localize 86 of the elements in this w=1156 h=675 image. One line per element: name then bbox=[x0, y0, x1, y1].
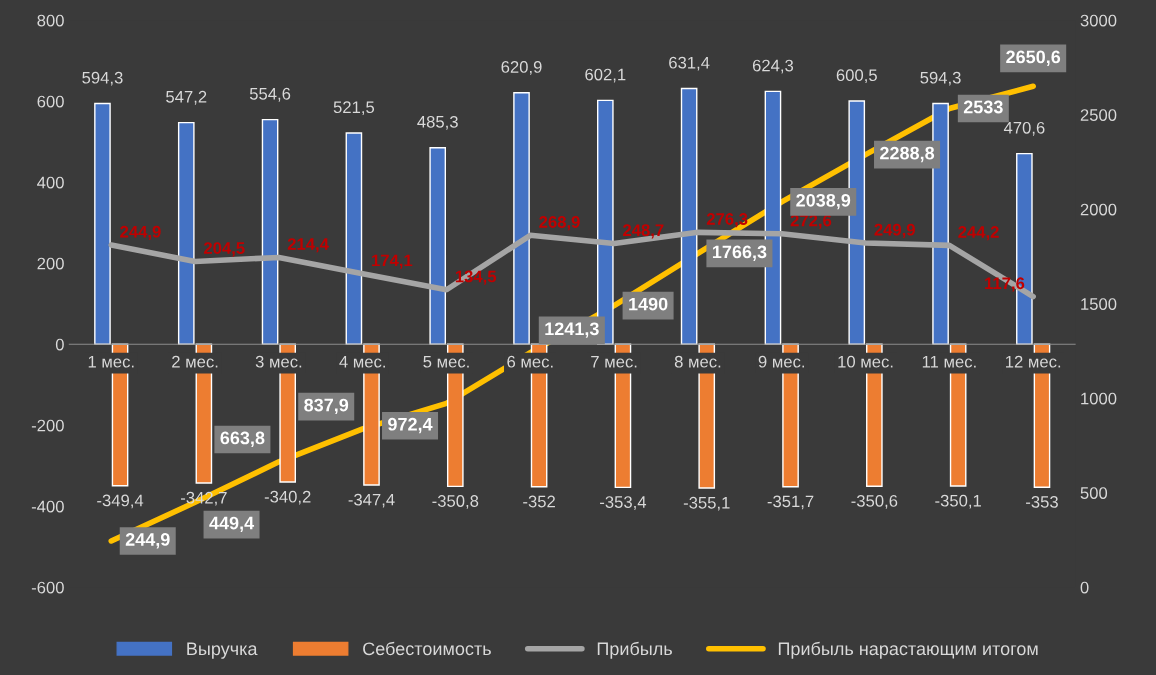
data-label: 268,9 bbox=[539, 216, 580, 231]
data-label: 1241,3 bbox=[545, 322, 599, 338]
data-label: 521,5 bbox=[333, 101, 375, 116]
x-tick-label: 12 мес. bbox=[1006, 355, 1061, 368]
bar bbox=[177, 121, 195, 345]
data-label: 272,6 bbox=[790, 214, 832, 229]
y2-tick-label: 2000 bbox=[1080, 203, 1117, 216]
x-tick-label: 10 мес. bbox=[838, 355, 893, 368]
data-label: 276,3 bbox=[706, 213, 748, 228]
x-tick-label: 6 мес. bbox=[507, 355, 553, 368]
data-label: 485,3 bbox=[417, 115, 458, 130]
x-tick-label: 1 мес. bbox=[88, 355, 134, 368]
data-label: 594,3 bbox=[82, 71, 123, 86]
bar bbox=[848, 100, 866, 345]
bar bbox=[94, 102, 111, 345]
x-tick-label: 8 мес. bbox=[674, 355, 721, 368]
data-label: 663,8 bbox=[220, 431, 265, 447]
bar bbox=[597, 99, 614, 345]
data-label: -353,4 bbox=[600, 496, 647, 510]
y-tick-label: 0 bbox=[55, 338, 64, 351]
data-label: 2288,8 bbox=[880, 146, 935, 163]
data-label: 837,9 bbox=[304, 398, 349, 415]
x-tick-label: 9 мес. bbox=[758, 355, 805, 368]
legend-label: Себестоимость bbox=[363, 641, 491, 656]
x-tick-label: 7 мес. bbox=[591, 355, 637, 368]
y2-tick-label: 2500 bbox=[1080, 109, 1117, 121]
data-label: -350,8 bbox=[432, 495, 479, 509]
data-label: 547,2 bbox=[166, 90, 207, 105]
data-label: 244,9 bbox=[120, 225, 161, 241]
x-tick-label: 2 мес. bbox=[172, 355, 218, 368]
y-tick-label: -600 bbox=[31, 581, 64, 594]
data-label: 174,1 bbox=[372, 254, 413, 269]
data-label: 2533 bbox=[963, 100, 1003, 114]
data-label: 620,9 bbox=[501, 61, 542, 75]
legend-label: Выручка bbox=[187, 642, 258, 659]
data-label: -350,1 bbox=[935, 494, 981, 509]
data-label: 631,4 bbox=[669, 56, 710, 71]
y2-tick-label: 500 bbox=[1080, 487, 1108, 499]
y2-tick-label: 0 bbox=[1080, 581, 1089, 594]
x-tick-label: 11 мес. bbox=[922, 355, 976, 368]
y-tick-label: 200 bbox=[37, 257, 64, 270]
x-tick-label: 5 мес. bbox=[423, 355, 469, 368]
data-label: 204,5 bbox=[203, 242, 245, 257]
y2-tick-label: 3000 bbox=[1080, 14, 1117, 27]
data-label: 449,4 bbox=[209, 516, 255, 533]
bar bbox=[345, 132, 363, 345]
y-tick-label: -200 bbox=[31, 419, 64, 432]
data-label: -350,6 bbox=[851, 495, 898, 509]
bar bbox=[261, 118, 279, 345]
data-label: -340,2 bbox=[264, 490, 311, 505]
data-label: 470,6 bbox=[1003, 121, 1045, 136]
data-label: 2650,6 bbox=[1006, 50, 1061, 66]
data-label: -352 bbox=[523, 495, 555, 508]
data-label: 972,4 bbox=[388, 417, 433, 434]
data-label: 249,9 bbox=[874, 223, 915, 238]
bar bbox=[513, 92, 530, 345]
legend-label: Прибыль bbox=[597, 641, 672, 659]
bar bbox=[429, 147, 447, 345]
data-label: 1490 bbox=[629, 297, 668, 311]
data-label: 244,2 bbox=[958, 226, 999, 241]
data-label: 624,3 bbox=[752, 59, 794, 74]
data-label: -355,1 bbox=[683, 496, 730, 511]
data-label: -351,7 bbox=[767, 495, 814, 510]
data-label: 600,5 bbox=[836, 69, 877, 84]
data-label: 214,4 bbox=[287, 238, 329, 253]
x-tick-label: 4 мес. bbox=[339, 355, 385, 368]
y2-tick-label: 1000 bbox=[1081, 392, 1117, 405]
data-label: -347,4 bbox=[348, 493, 395, 508]
y-tick-label: 400 bbox=[37, 176, 64, 189]
data-label: -349,4 bbox=[97, 494, 144, 509]
data-label: 244,9 bbox=[125, 533, 170, 549]
bar bbox=[932, 102, 949, 345]
data-label: 594,3 bbox=[920, 71, 961, 86]
y2-tick-label: 1500 bbox=[1081, 298, 1117, 310]
legend-label: Прибыль нарастающим итогом bbox=[778, 641, 1038, 659]
data-label: -353 bbox=[1026, 495, 1058, 508]
data-label: 1766,3 bbox=[712, 245, 767, 261]
y-tick-label: 600 bbox=[37, 95, 64, 108]
bar bbox=[680, 87, 698, 345]
y-tick-label: 800 bbox=[37, 14, 64, 27]
data-label: 554,6 bbox=[249, 87, 291, 102]
x-tick-label: 3 мес. bbox=[255, 355, 302, 368]
data-label: 602,1 bbox=[585, 68, 626, 83]
data-label: 2038,9 bbox=[796, 193, 851, 210]
data-label: 248,7 bbox=[623, 224, 664, 239]
y-tick-label: -400 bbox=[31, 500, 64, 513]
